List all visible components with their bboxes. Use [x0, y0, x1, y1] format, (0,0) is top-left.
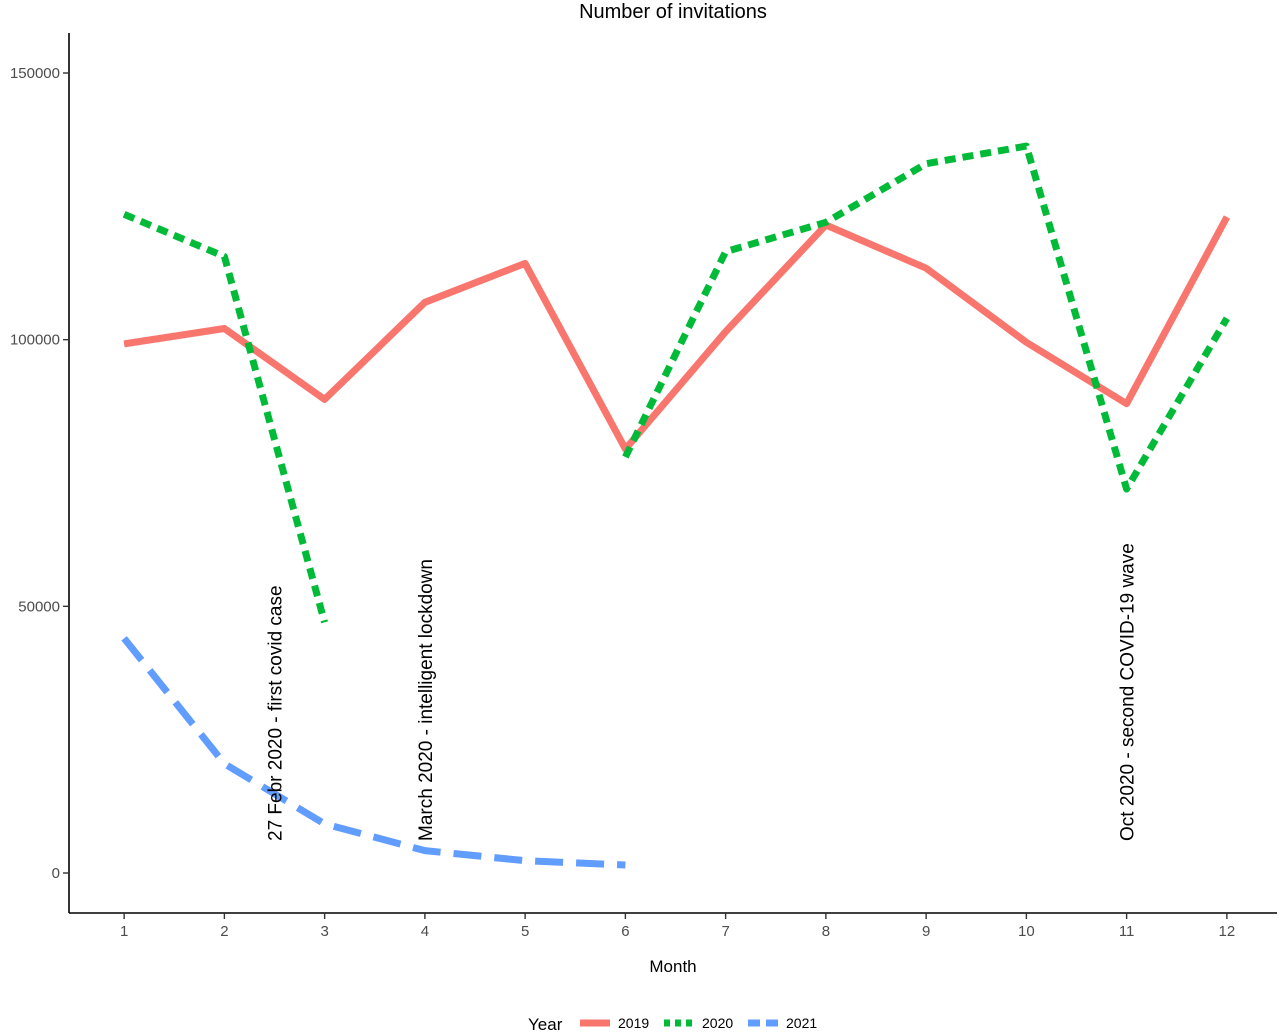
x-tick-label-6: 6 [621, 923, 629, 940]
annotations: 27 Febr 2020 - first covid case March 202… [266, 543, 1139, 841]
y-tick-label-50000: 50000 [18, 598, 60, 615]
x-tick-label-2: 2 [220, 923, 228, 940]
series-lines [121, 142, 1230, 869]
annotation-3: Oct 2020 - second COVID-19 wave [1118, 543, 1139, 841]
x-tick-label-11: 11 [1119, 923, 1135, 940]
legend-items: 2019 2020 2021 [580, 1015, 817, 1031]
x-tick-label-5: 5 [521, 923, 529, 940]
x-tick-label-10: 10 [1018, 923, 1035, 940]
x-axis-title: Month [649, 957, 696, 976]
series-line-2019 [123, 215, 1230, 453]
legend-label-2021: 2021 [786, 1015, 817, 1031]
y-tick-label-150000: 150000 [10, 65, 60, 82]
chart-title: Number of invitations [579, 1, 767, 23]
series-line-2021 [121, 636, 626, 869]
x-tick-label-12: 12 [1219, 923, 1236, 940]
x-tick-label-7: 7 [721, 923, 729, 940]
axes [68, 33, 1277, 914]
legend-title: Year [528, 1015, 563, 1034]
annotation-2: March 2020 - intelligent lockdown [416, 559, 437, 841]
legend: Year 2019 2020 2021 [528, 1015, 817, 1034]
series-line-2020-part-1 [122, 211, 328, 624]
legend-label-2019: 2019 [618, 1015, 649, 1031]
y-tick-label-0: 0 [52, 865, 60, 882]
series-line-2020-part-2 [622, 142, 1230, 493]
x-tick-label-8: 8 [822, 923, 830, 940]
x-tick-label-9: 9 [922, 923, 930, 940]
x-tick-label-4: 4 [421, 923, 429, 940]
y-tick-label-100000: 100000 [10, 332, 60, 349]
x-tick-label-1: 1 [120, 923, 128, 940]
legend-label-2020: 2020 [702, 1015, 733, 1031]
x-tick-label-3: 3 [320, 923, 328, 940]
annotation-1: 27 Febr 2020 - first covid case [266, 585, 287, 841]
